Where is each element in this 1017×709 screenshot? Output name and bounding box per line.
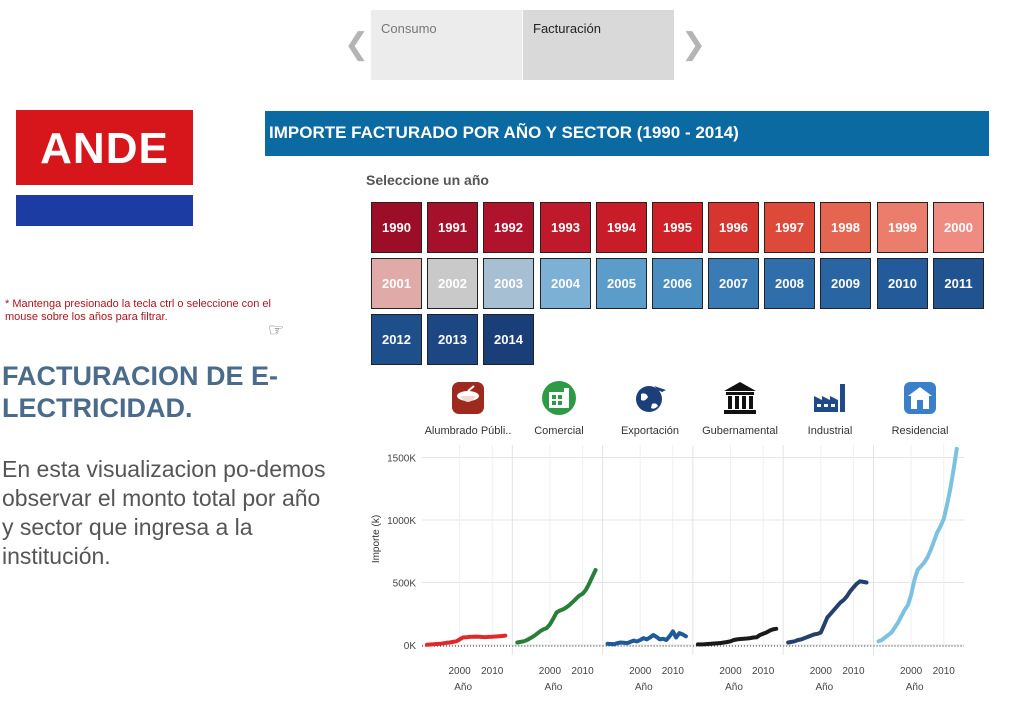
sector-industrial[interactable]: Industrial xyxy=(785,380,875,437)
series-line[interactable] xyxy=(786,579,869,645)
year-tile[interactable]: 1994 xyxy=(596,202,647,253)
year-tile[interactable]: 1991 xyxy=(427,202,478,253)
x-tick-label: 2010 xyxy=(662,666,685,677)
next-story-arrow-icon[interactable]: ❯ xyxy=(681,27,707,62)
government-building-icon xyxy=(724,382,756,414)
y-tick-label: 500K xyxy=(393,579,417,590)
year-tile[interactable]: 1995 xyxy=(652,202,703,253)
series-line[interactable] xyxy=(425,633,508,647)
sector-comercial[interactable]: Comercial xyxy=(514,380,604,437)
y-tick-label: 1000K xyxy=(387,516,416,527)
sector-billing-chart: Importe (k) 0K 500K 1000K 1500K 2000 2010 Año… xyxy=(371,445,964,693)
previous-story-arrow-icon[interactable]: ❮ xyxy=(344,27,370,62)
year-tile[interactable]: 2009 xyxy=(820,258,871,309)
street-light-icon xyxy=(452,382,484,414)
sector-residencial[interactable]: Residencial xyxy=(875,380,965,437)
sector-gubernamental[interactable]: Gubernamental xyxy=(695,380,785,437)
x-tick-label: 2000 xyxy=(449,666,472,677)
x-axis-label: Año xyxy=(635,682,653,693)
sector-label: Industrial xyxy=(807,425,853,437)
tab-facturacion[interactable]: Facturación xyxy=(523,10,674,80)
sector-label: Exportación xyxy=(620,425,680,437)
pointing-hand-icon: ☞ xyxy=(268,320,285,340)
y-tick-label: 1500K xyxy=(387,454,416,465)
story-description: En esta visualizacion po-demos observar … xyxy=(2,456,326,569)
year-tile[interactable]: 2013 xyxy=(427,314,478,365)
x-tick-label: 2010 xyxy=(933,666,956,677)
series-line[interactable] xyxy=(515,568,598,645)
panel-5: 2000 2010 Año xyxy=(873,445,964,693)
sector-exportacion[interactable]: Exportación xyxy=(605,380,695,437)
sector-label: Alumbrado Públi.. xyxy=(424,425,512,437)
series-line[interactable] xyxy=(605,629,688,647)
x-tick-label: 2000 xyxy=(539,666,562,677)
year-tile[interactable]: 2006 xyxy=(652,258,703,309)
year-tile[interactable]: 2002 xyxy=(427,258,478,309)
chart-panels: 2000 2010 Año 2000 2010 Año 2000 2010 Año 2000 201… xyxy=(422,445,964,693)
ande-logo: ANDE xyxy=(16,110,193,226)
commercial-building-icon xyxy=(542,381,576,415)
year-tile[interactable]: 2004 xyxy=(540,258,591,309)
logo-red-band xyxy=(16,110,193,185)
x-tick-label: 2000 xyxy=(900,666,923,677)
factory-icon xyxy=(814,384,845,412)
x-tick-label: 2010 xyxy=(481,666,504,677)
panel-1: 2000 2010 Año xyxy=(511,445,603,693)
logo-white-band xyxy=(16,185,193,195)
year-tile[interactable]: 2003 xyxy=(483,258,534,309)
year-tile[interactable]: 2001 xyxy=(371,258,422,309)
story-title: FACTURACION DE E-LECTRICIDAD. xyxy=(2,361,278,423)
year-tile[interactable]: 2007 xyxy=(708,258,759,309)
x-axis-label: Año xyxy=(906,682,924,693)
dashboard-title: IMPORTE FACTURADO POR AÑO Y SECTOR (1990… xyxy=(265,111,989,156)
x-axis-label: Año xyxy=(815,682,833,693)
year-tile[interactable]: 2010 xyxy=(877,258,928,309)
sector-label: Gubernamental xyxy=(702,425,778,437)
logo-text: ANDE xyxy=(40,124,169,173)
tab-consumo[interactable]: Consumo xyxy=(371,10,522,80)
sector-label: Comercial xyxy=(534,425,584,437)
filter-note: * Mantenga presionado la tecla ctrl o se… xyxy=(5,298,271,323)
year-tile[interactable]: 1990 xyxy=(371,202,422,253)
x-tick-label: 2000 xyxy=(810,666,833,677)
sector-alumbrado-publico[interactable]: Alumbrado Públi.. xyxy=(423,380,513,437)
x-axis-label: Año xyxy=(545,682,563,693)
year-tile[interactable]: 1996 xyxy=(708,202,759,253)
year-tile[interactable]: 2000 xyxy=(933,202,984,253)
globe-plane-icon xyxy=(636,386,666,412)
y-axis-label: Importe (k) xyxy=(371,515,382,563)
sector-label: Residencial xyxy=(891,425,949,437)
panel-3: 2000 2010 Año xyxy=(692,445,784,693)
y-axis-ticks: 0K 500K 1000K 1500K xyxy=(387,454,416,653)
year-tile[interactable]: 2012 xyxy=(371,314,422,365)
year-tile[interactable]: 2008 xyxy=(764,258,815,309)
house-icon xyxy=(904,382,936,414)
x-axis-label: Año xyxy=(454,682,472,693)
x-tick-label: 2010 xyxy=(842,666,865,677)
x-axis-label: Año xyxy=(725,682,743,693)
year-tile[interactable]: 1992 xyxy=(483,202,534,253)
x-tick-label: 2000 xyxy=(629,666,652,677)
year-tile[interactable]: 2005 xyxy=(596,258,647,309)
year-filter-label: Seleccione un año xyxy=(366,172,489,188)
x-tick-label: 2000 xyxy=(719,666,742,677)
panel-0: 2000 2010 Año xyxy=(422,445,513,693)
series-line[interactable] xyxy=(695,626,779,647)
year-tile[interactable]: 1997 xyxy=(764,202,815,253)
year-tile[interactable]: 1993 xyxy=(540,202,591,253)
series-line[interactable] xyxy=(876,446,959,644)
panel-4: 2000 2010 Año xyxy=(782,445,874,693)
year-tile[interactable]: 1998 xyxy=(820,202,871,253)
x-tick-label: 2010 xyxy=(752,666,775,677)
year-tile[interactable]: 2014 xyxy=(483,314,534,365)
year-tile[interactable]: 2011 xyxy=(933,258,984,309)
y-tick-label: 0K xyxy=(404,641,417,652)
year-tile[interactable]: 1999 xyxy=(877,202,928,253)
panel-2: 2000 2010 Año xyxy=(602,445,693,693)
x-tick-label: 2010 xyxy=(571,666,594,677)
logo-blue-band xyxy=(16,195,193,226)
